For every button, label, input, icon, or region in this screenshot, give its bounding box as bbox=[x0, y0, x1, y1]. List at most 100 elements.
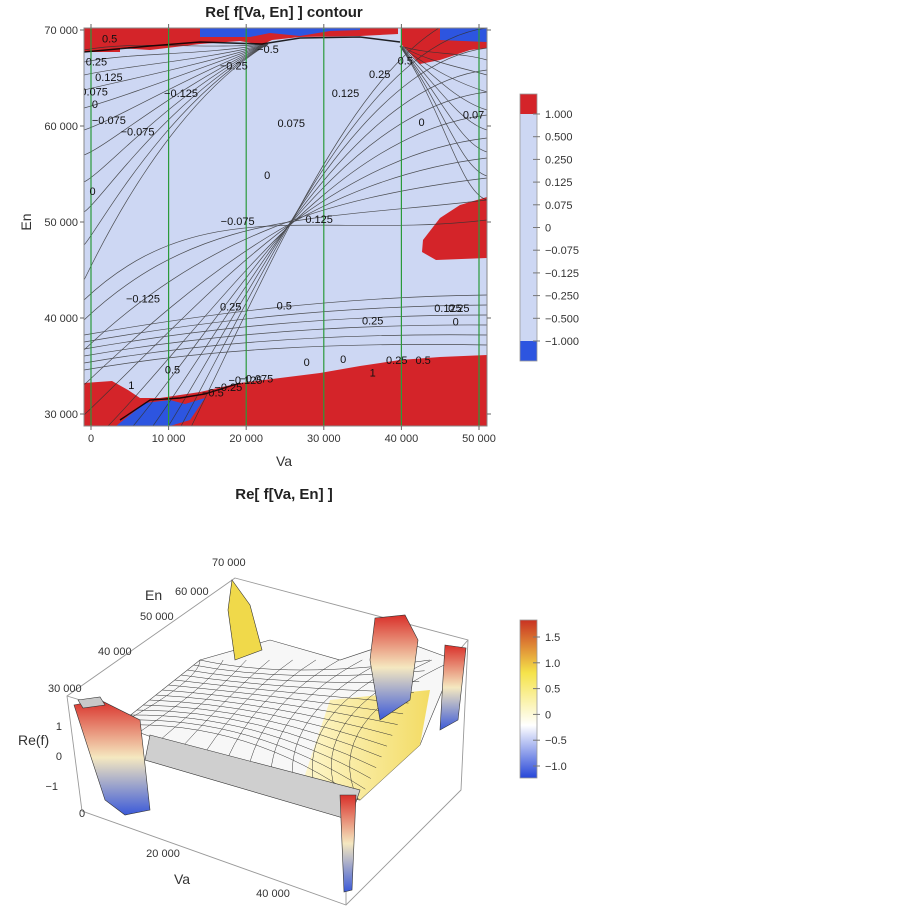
x-tick-label: 10 000 bbox=[152, 433, 186, 445]
surface-y-tick-label: 50 000 bbox=[140, 611, 174, 623]
surface-x-tick-label: 20 000 bbox=[146, 848, 180, 860]
surface-legend: 1.5 1.0 0.5 0 −0.5 −1.0 bbox=[519, 619, 567, 779]
contour-label: 0.25 bbox=[362, 316, 383, 328]
legend-label: −0.250 bbox=[545, 291, 579, 303]
contour-region-red-top-edge bbox=[84, 28, 120, 52]
contour-label: 0 bbox=[453, 317, 459, 329]
contour-label: −0.075 bbox=[121, 127, 155, 139]
legend-label: 0.125 bbox=[545, 177, 573, 189]
legend-swatch-high bbox=[520, 94, 537, 114]
x-tick-label: 20 000 bbox=[229, 433, 263, 445]
contour-label: 0 bbox=[304, 357, 310, 369]
contour-region-blue-top-right bbox=[440, 28, 487, 42]
contour-label: 0.075 bbox=[80, 86, 108, 98]
legend-label: 0.250 bbox=[545, 154, 573, 166]
surface-x-tick-label: 40 000 bbox=[256, 888, 290, 900]
contour-label: 1 bbox=[128, 380, 134, 392]
legend-swatch-mid bbox=[520, 114, 537, 341]
contour-label: −0.075 bbox=[221, 216, 255, 228]
surface-legend-label: −1.0 bbox=[545, 761, 567, 773]
contour-label: 0.25 bbox=[220, 301, 241, 313]
legend-label: 0.075 bbox=[545, 200, 573, 212]
contour-label: 0.07 bbox=[463, 109, 484, 121]
surface-origin-label: 0 bbox=[79, 808, 85, 820]
contour-frame bbox=[83, 27, 488, 427]
surface-legend-label: 0.5 bbox=[545, 684, 560, 696]
contour-label: 0.5 bbox=[102, 33, 117, 45]
surface-x-axis-label: Va bbox=[174, 871, 190, 887]
contour-label: 0.125 bbox=[332, 88, 360, 100]
contour-label: −0.25 bbox=[220, 60, 248, 72]
contour-label: 0 bbox=[264, 170, 270, 182]
surface-y-tick-label: 60 000 bbox=[175, 586, 209, 598]
contour-label: 0 bbox=[89, 186, 95, 198]
contour-label: −0.075 bbox=[92, 115, 126, 127]
surface-spike-front bbox=[339, 794, 357, 893]
surface-y-tick-label: 70 000 bbox=[212, 557, 246, 569]
y-tick-label: 50 000 bbox=[44, 217, 78, 229]
contour-label: 0.25 bbox=[448, 303, 469, 315]
contour-label: 0.125 bbox=[305, 214, 333, 226]
surface-z-tick-label: 0 bbox=[56, 751, 62, 763]
contour-label: 0 bbox=[340, 354, 346, 366]
contour-label: 1 bbox=[370, 368, 376, 380]
contour-lines bbox=[84, 28, 487, 426]
legend-label: −0.075 bbox=[545, 245, 579, 257]
surface-chart: Re[ f[Va, En] ] Re(f) En Va 30 000 40 000 50 … bbox=[18, 486, 567, 906]
contour-chart: Re[ f[Va, En] ] contour 0.50.250.1250.07… bbox=[18, 4, 579, 469]
surface-legend-label: 0 bbox=[545, 709, 551, 721]
x-tick-label: 30 000 bbox=[307, 433, 341, 445]
contour-title: Re[ f[Va, En] ] contour bbox=[205, 4, 363, 21]
contour-label: −0.075 bbox=[239, 373, 273, 385]
contour-plot-area: 0.50.250.1250.0750−0.075−0.075−0.125−0.2… bbox=[80, 28, 487, 426]
surface-y-axis-label: En bbox=[145, 587, 162, 603]
surface-y-tick-label: 30 000 bbox=[48, 683, 82, 695]
contour-label: 0.25 bbox=[86, 57, 107, 69]
contour-label: −0.5 bbox=[202, 388, 224, 400]
contour-region-red-right bbox=[422, 197, 487, 260]
contour-label: 0.25 bbox=[386, 355, 407, 367]
contour-region-blue-top bbox=[200, 28, 360, 37]
contour-label: 0.075 bbox=[277, 118, 305, 130]
contour-label: 0.25 bbox=[369, 69, 390, 81]
contour-label: −0.5 bbox=[257, 44, 279, 56]
contour-label: 0.5 bbox=[277, 300, 292, 312]
x-tick-label: 50 000 bbox=[462, 433, 496, 445]
contour-label: 0.125 bbox=[95, 72, 123, 84]
surface-title: Re[ f[Va, En] ] bbox=[235, 486, 333, 503]
y-tick-label: 60 000 bbox=[44, 121, 78, 133]
surface-z-axis-label: Re(f) bbox=[18, 732, 49, 748]
legend-label: −0.125 bbox=[545, 268, 579, 280]
legend-swatch-low bbox=[520, 341, 537, 361]
surface-z-tick-label: 1 bbox=[56, 721, 62, 733]
surface-axes: Re(f) En Va 30 000 40 000 50 000 60 000 70 000 1… bbox=[18, 557, 290, 900]
surface-legend-label: −0.5 bbox=[545, 735, 567, 747]
y-tick-label: 30 000 bbox=[44, 409, 78, 421]
contour-region-red-top-left bbox=[120, 28, 398, 50]
contour-label: −0.25 bbox=[214, 382, 242, 394]
contour-label: −0.125 bbox=[164, 88, 198, 100]
contour-legend: 1.000 0.500 0.250 0.125 0.075 0 −0.075 −0.125 −0… bbox=[519, 93, 579, 362]
contour-label: −0.125 bbox=[228, 375, 262, 387]
contour-label: 0 bbox=[419, 117, 425, 129]
contour-label: 0.5 bbox=[398, 56, 413, 68]
surface-z-tick-label: −1 bbox=[45, 781, 58, 793]
contour-label: 0 bbox=[92, 99, 98, 111]
surface-y-tick-label: 40 000 bbox=[98, 646, 132, 658]
x-tick-label: 0 bbox=[88, 433, 94, 445]
legend-label: 0.500 bbox=[545, 132, 573, 144]
surface-cap-left bbox=[77, 696, 106, 709]
surface-legend-bar bbox=[519, 619, 538, 779]
surface-legend-label: 1.5 bbox=[545, 632, 560, 644]
contour-y-axis-label: En bbox=[18, 213, 34, 230]
contour-label: 0.5 bbox=[415, 355, 430, 367]
contour-x-axis-label: Va bbox=[276, 453, 292, 469]
contour-label: 0.125 bbox=[434, 303, 462, 315]
y-tick-label: 70 000 bbox=[44, 25, 78, 37]
legend-label: 0 bbox=[545, 223, 551, 235]
legend-label: 1.000 bbox=[545, 109, 573, 121]
surface-wall-right bbox=[439, 644, 467, 731]
contour-labels: 0.50.250.1250.0750−0.075−0.075−0.125−0.2… bbox=[80, 33, 484, 400]
